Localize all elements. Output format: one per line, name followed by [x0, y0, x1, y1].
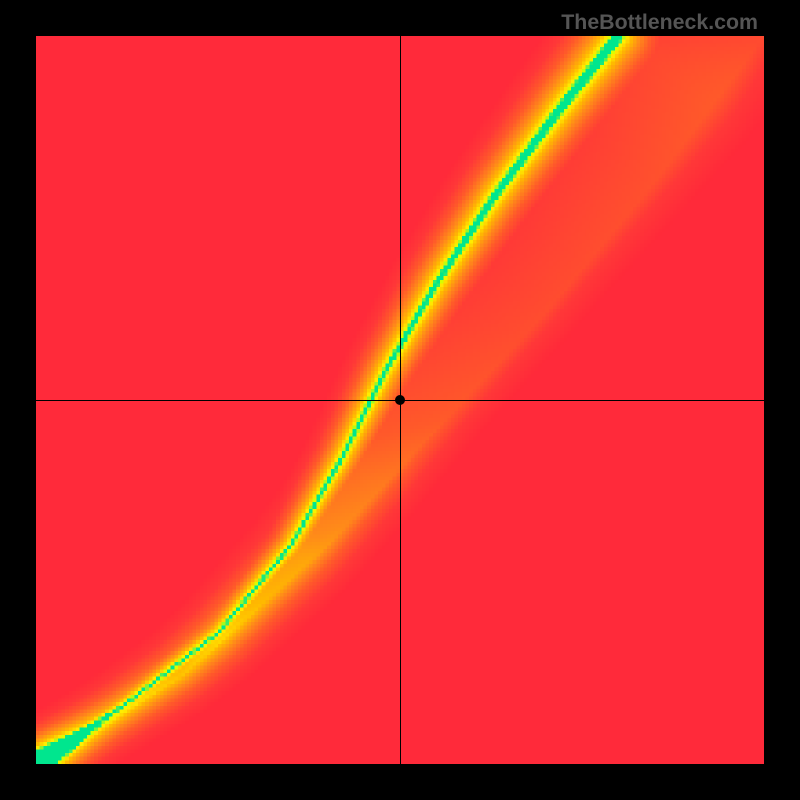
crosshair-center-dot — [395, 395, 405, 405]
watermark-text: TheBottleneck.com — [561, 10, 758, 35]
